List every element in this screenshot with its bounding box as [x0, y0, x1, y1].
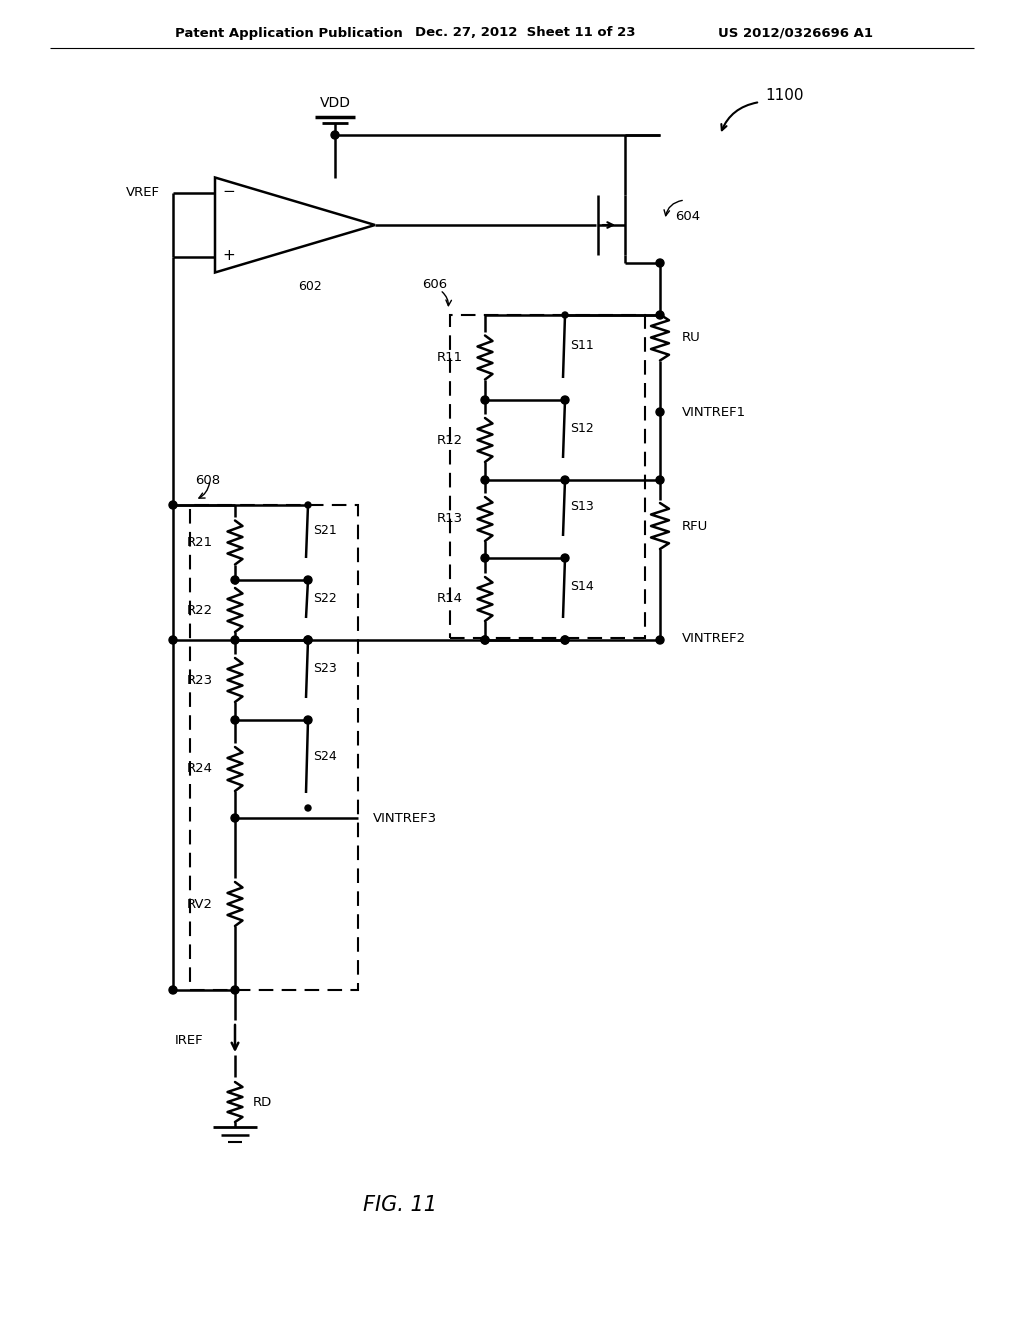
Circle shape [656, 477, 664, 484]
Text: 602: 602 [298, 281, 322, 293]
Text: S14: S14 [570, 581, 594, 594]
Text: R12: R12 [437, 433, 463, 446]
Circle shape [656, 408, 664, 416]
Text: RD: RD [253, 1096, 272, 1109]
Circle shape [169, 986, 177, 994]
Circle shape [562, 554, 568, 561]
Circle shape [561, 636, 569, 644]
Circle shape [656, 259, 664, 267]
Text: RV2: RV2 [187, 898, 213, 911]
Text: 604: 604 [675, 210, 700, 223]
Circle shape [305, 577, 311, 583]
Text: R13: R13 [437, 512, 463, 525]
Text: Patent Application Publication: Patent Application Publication [175, 26, 402, 40]
Circle shape [231, 986, 239, 994]
Text: S13: S13 [570, 500, 594, 513]
Circle shape [562, 312, 568, 318]
Circle shape [656, 312, 664, 319]
Circle shape [481, 636, 489, 644]
Circle shape [169, 502, 177, 510]
Text: VINTREF3: VINTREF3 [373, 812, 437, 825]
Circle shape [561, 477, 569, 484]
Circle shape [231, 636, 239, 644]
Circle shape [481, 636, 489, 644]
Circle shape [331, 131, 339, 139]
Circle shape [305, 805, 311, 810]
Circle shape [561, 396, 569, 404]
Text: RFU: RFU [682, 520, 709, 532]
Text: R11: R11 [437, 351, 463, 364]
Circle shape [562, 554, 568, 561]
Text: VINTREF1: VINTREF1 [682, 405, 746, 418]
Circle shape [305, 577, 311, 583]
Text: S23: S23 [313, 661, 337, 675]
Text: R24: R24 [187, 763, 213, 776]
Text: Dec. 27, 2012  Sheet 11 of 23: Dec. 27, 2012 Sheet 11 of 23 [415, 26, 636, 40]
Circle shape [231, 715, 239, 723]
Circle shape [561, 636, 569, 644]
Text: 608: 608 [195, 474, 220, 487]
Text: R23: R23 [186, 673, 213, 686]
Text: S24: S24 [313, 751, 337, 763]
Circle shape [562, 477, 568, 483]
Circle shape [304, 636, 312, 644]
Text: VREF: VREF [126, 186, 160, 199]
Circle shape [562, 397, 568, 403]
Circle shape [305, 638, 311, 643]
Text: FIG. 11: FIG. 11 [362, 1195, 437, 1214]
Text: IREF: IREF [174, 1034, 203, 1047]
Text: 1100: 1100 [765, 87, 804, 103]
Circle shape [562, 477, 568, 483]
Text: R22: R22 [186, 603, 213, 616]
Text: 606: 606 [422, 277, 447, 290]
Text: R14: R14 [437, 593, 463, 606]
Circle shape [304, 715, 312, 723]
Circle shape [304, 636, 312, 644]
Circle shape [481, 477, 489, 484]
Text: S12: S12 [570, 421, 594, 434]
Text: US 2012/0326696 A1: US 2012/0326696 A1 [718, 26, 873, 40]
Text: VDD: VDD [319, 96, 350, 110]
Circle shape [305, 502, 311, 508]
Text: −: − [222, 185, 236, 199]
Circle shape [305, 717, 311, 723]
Circle shape [304, 576, 312, 583]
Circle shape [562, 638, 568, 643]
Circle shape [231, 814, 239, 822]
Circle shape [481, 554, 489, 562]
Circle shape [562, 397, 568, 403]
Circle shape [561, 554, 569, 562]
Circle shape [656, 636, 664, 644]
Circle shape [169, 636, 177, 644]
Text: VINTREF2: VINTREF2 [682, 631, 746, 644]
Circle shape [305, 638, 311, 643]
Text: R21: R21 [186, 536, 213, 549]
Circle shape [481, 396, 489, 404]
Text: S22: S22 [313, 591, 337, 605]
Circle shape [305, 717, 311, 723]
Text: RU: RU [682, 331, 700, 345]
Circle shape [231, 576, 239, 583]
Text: S21: S21 [313, 524, 337, 537]
Text: S11: S11 [570, 339, 594, 352]
Text: +: + [222, 248, 236, 263]
